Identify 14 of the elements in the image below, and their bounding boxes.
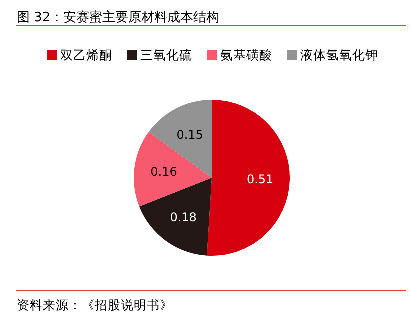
legend-label: 三氧化硫 xyxy=(140,47,192,62)
pie-slice xyxy=(207,100,290,256)
chart-title: 图 32：安赛蜜主要原材料成本结构 xyxy=(17,10,220,26)
data-label: 0.15 xyxy=(176,128,204,142)
pie-slice xyxy=(148,100,212,178)
data-label: 0.16 xyxy=(150,165,178,180)
pie-slice xyxy=(134,132,212,207)
data-label: 0.51 xyxy=(246,172,274,187)
text: 资料来源：《招股说明书》 xyxy=(17,297,173,312)
legend-label: 液体氢氧化钾 xyxy=(300,47,378,62)
legend-label: 氨基磺酸 xyxy=(220,47,272,62)
data-label: 0.18 xyxy=(170,210,197,224)
pie-slice xyxy=(139,178,212,256)
legend-label: 双乙烯酮 xyxy=(60,47,112,62)
